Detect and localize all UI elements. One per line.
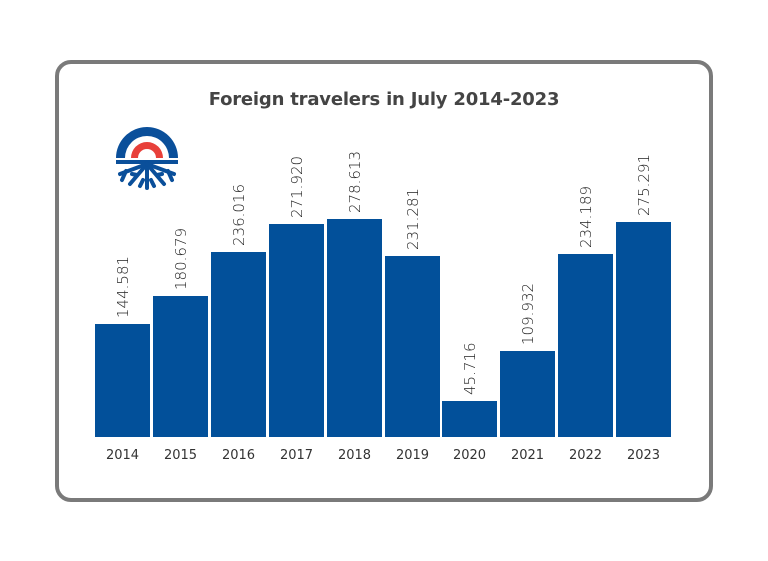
value-label: 236.016 [229, 183, 248, 246]
chart-title: Foreign travelers in July 2014-2023 [208, 89, 560, 110]
x-tick-label: 2018 [337, 448, 372, 463]
bar-2020 [442, 401, 497, 437]
x-tick-label: 2021 [510, 448, 545, 463]
x-tick-label: 2023 [626, 448, 661, 463]
x-tick-label: 2016 [221, 448, 256, 463]
value-label: 180.679 [171, 227, 190, 290]
value-label: 231.281 [403, 187, 422, 250]
value-label: 271.920 [287, 155, 306, 218]
x-tick-label: 2022 [568, 448, 603, 463]
bar-2021 [500, 351, 555, 437]
value-label: 234.189 [576, 185, 595, 248]
value-label: 45.716 [460, 342, 479, 396]
sun-snowflake-logo-icon [116, 127, 178, 190]
bar-2014 [95, 324, 150, 437]
value-label: 275.291 [634, 153, 653, 216]
value-label: 144.581 [113, 255, 132, 318]
bar-2019 [385, 256, 440, 437]
x-tick-label: 2015 [163, 448, 198, 463]
value-label: 278.613 [345, 150, 364, 213]
bar-2016 [211, 252, 266, 437]
x-tick-label: 2020 [452, 448, 487, 463]
bar-2018 [327, 219, 382, 437]
x-tick-label: 2014 [105, 448, 140, 463]
bar-2017 [269, 224, 324, 437]
x-tick-label: 2017 [279, 448, 314, 463]
bar-2015 [153, 296, 208, 437]
bar-2023 [616, 222, 671, 437]
plot-area [95, 140, 673, 437]
x-tick-label: 2019 [395, 448, 430, 463]
value-label: 109.932 [518, 282, 537, 345]
bar-2022 [558, 254, 613, 437]
